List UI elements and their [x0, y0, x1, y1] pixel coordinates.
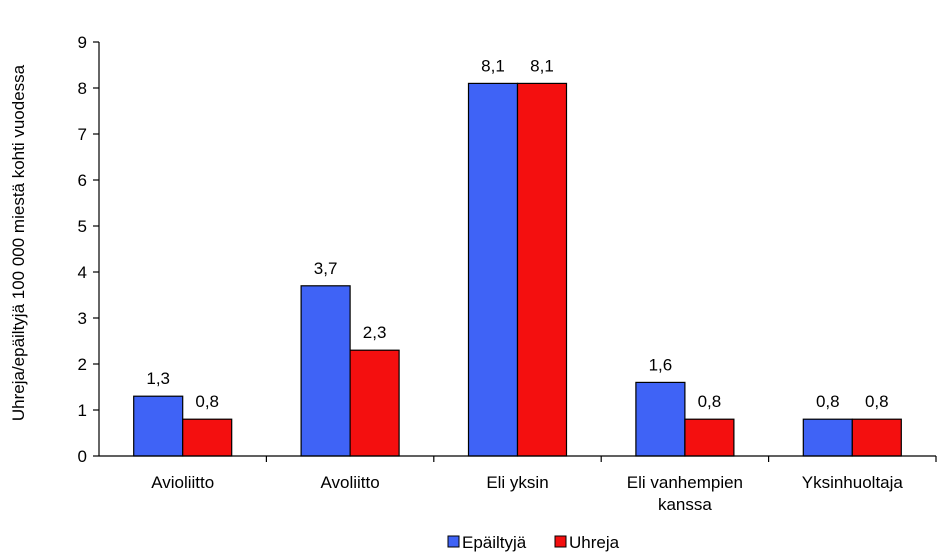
data-labels: 1,3 0,8 3,7 2,3 8,1 8,1 1,6 0,8 0,8 0,8 [146, 56, 888, 411]
legend-swatch [447, 535, 460, 548]
data-label: 1,6 [649, 355, 673, 374]
data-label: 3,7 [314, 259, 338, 278]
y-tick-label: 9 [78, 33, 87, 52]
y-tick-label: 2 [78, 355, 87, 374]
y-tick-label: 8 [78, 79, 87, 98]
bar-epailtyja [467, 82, 519, 457]
bar-uhreja [182, 418, 233, 457]
category-label: Eli vanhempien kanssa [627, 473, 743, 514]
bar-uhreja [684, 418, 735, 457]
legend: Epäiltyjä Uhreja [447, 533, 620, 552]
bar-uhreja [516, 82, 568, 457]
category-label: Avoliitto [320, 473, 379, 492]
data-label: 2,3 [363, 323, 387, 342]
y-tick-label: 0 [78, 447, 87, 466]
bar-uhreja [349, 349, 400, 457]
bar-epailtyja [635, 381, 686, 457]
bar-uhreja [851, 418, 902, 457]
bar-epailtyja [300, 285, 351, 457]
bars [133, 82, 902, 457]
legend-label: Uhreja [569, 533, 620, 552]
legend-swatch [554, 535, 567, 548]
y-tick-label: 7 [78, 125, 87, 144]
category-label: Avioliitto [151, 473, 214, 492]
data-label: 8,1 [481, 56, 505, 75]
category-labels: Avioliitto Avoliitto Eli yksin Eli vanhempi… [151, 473, 903, 514]
legend-label: Epäiltyjä [462, 533, 527, 552]
data-label: 0,8 [816, 392, 840, 411]
y-axis-ticks: 0 1 2 3 4 5 6 7 8 9 [78, 33, 99, 466]
y-tick-label: 4 [78, 263, 87, 282]
axes [98, 42, 937, 462]
y-axis-title: Uhreja/epäiltyjä 100 000 miestä kohti vu… [9, 64, 28, 421]
data-label: 1,3 [146, 369, 170, 388]
category-label: Yksinhuoltaja [802, 473, 904, 492]
y-axis-title-group: Uhreja/epäiltyjä 100 000 miestä kohti vu… [9, 64, 28, 421]
data-label: 0,8 [698, 392, 722, 411]
bar-epailtyja [133, 395, 184, 457]
y-tick-label: 1 [78, 401, 87, 420]
data-label: 0,8 [865, 392, 889, 411]
bar-epailtyja [802, 418, 853, 457]
y-tick-label: 6 [78, 171, 87, 190]
category-label: Eli yksin [486, 473, 548, 492]
y-tick-label: 3 [78, 309, 87, 328]
y-tick-label: 5 [78, 217, 87, 236]
data-label: 0,8 [195, 392, 219, 411]
data-label: 8,1 [530, 56, 554, 75]
